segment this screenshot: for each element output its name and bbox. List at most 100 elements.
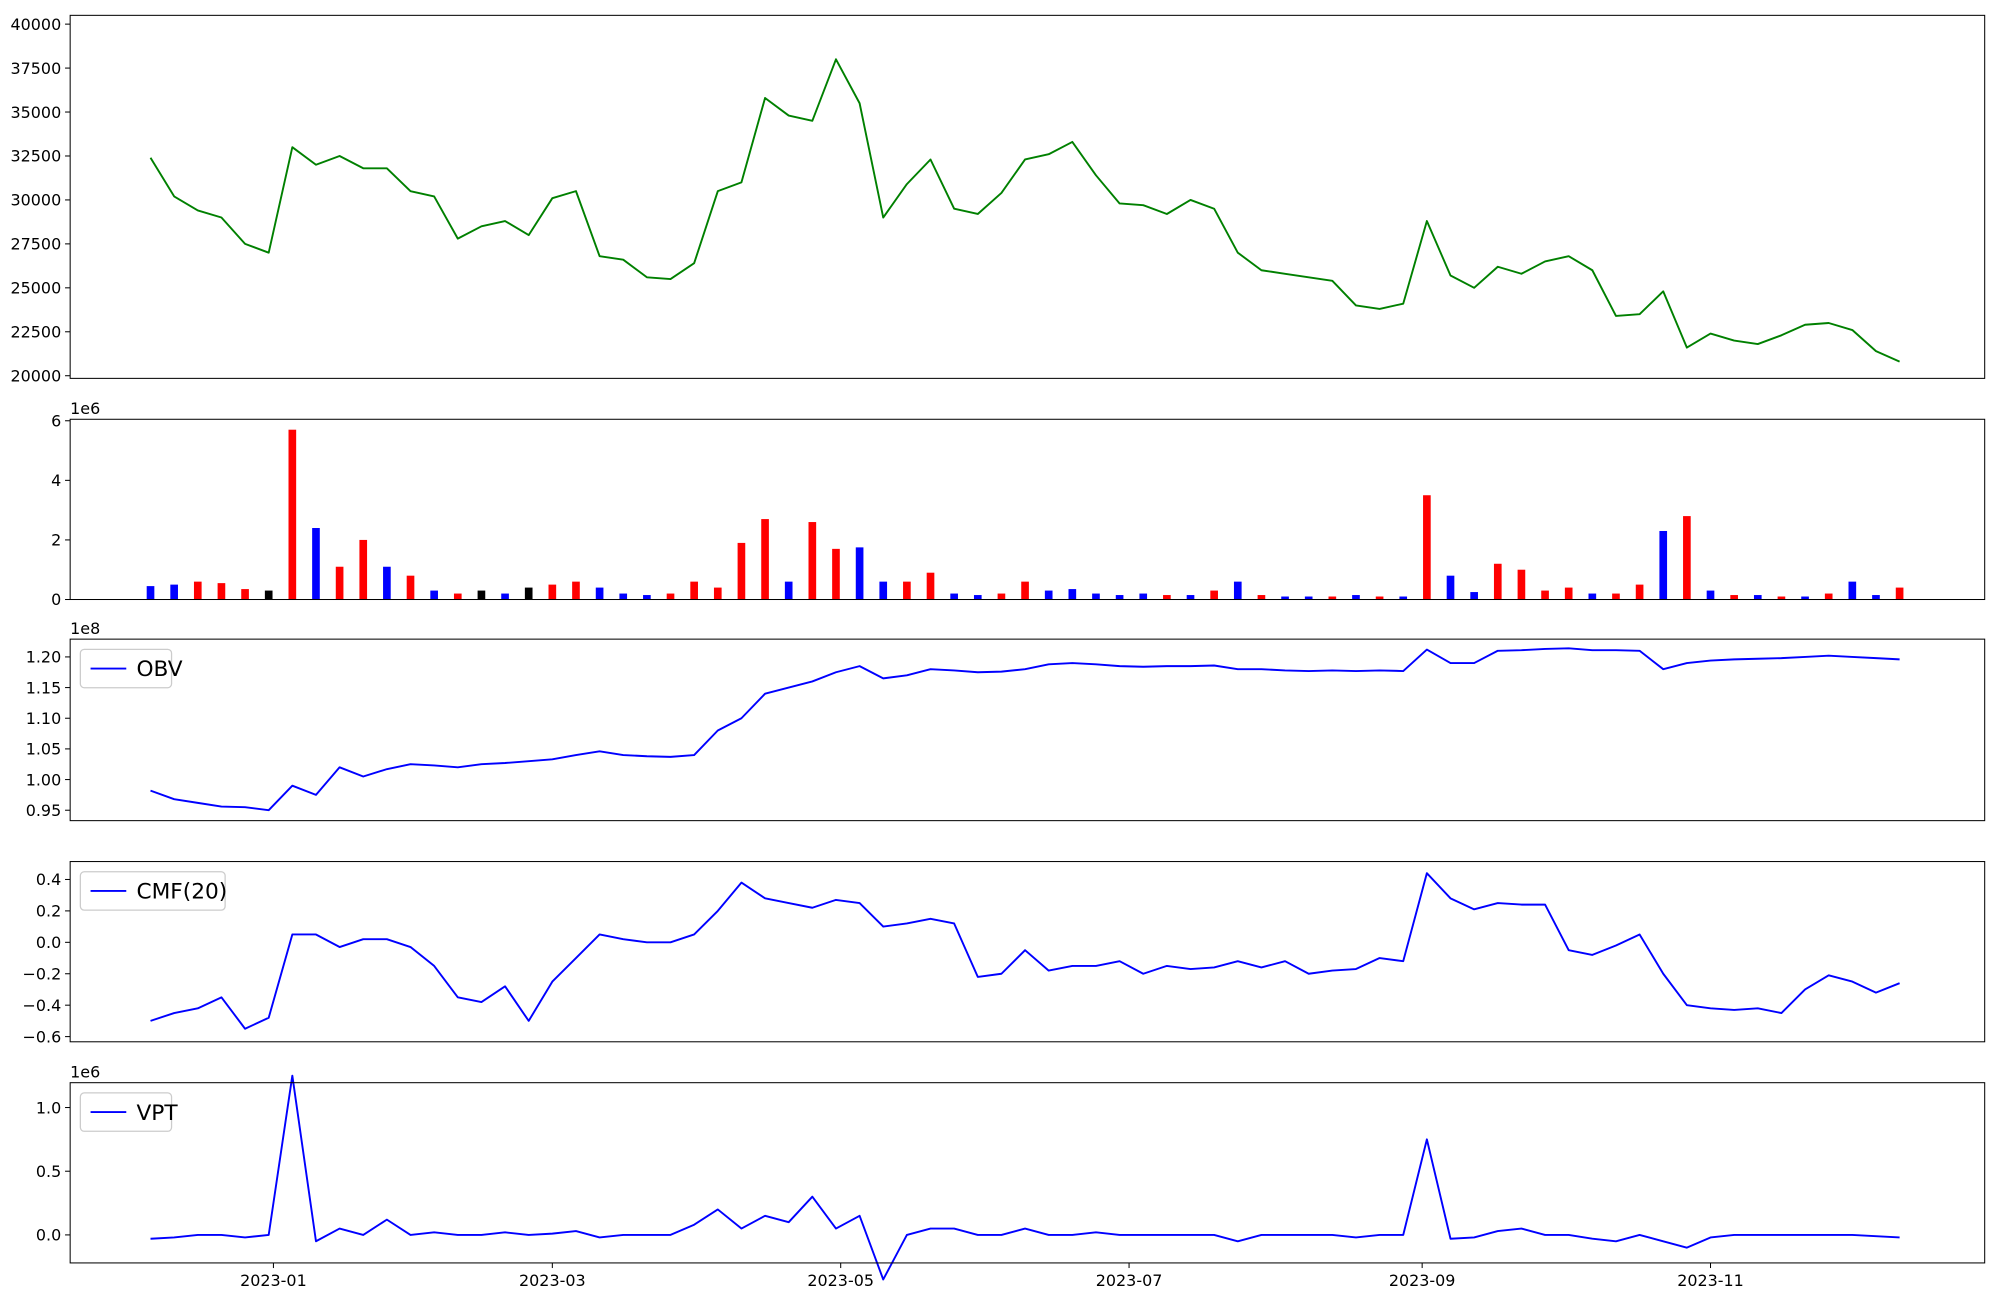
volume-bar xyxy=(1753,595,1762,600)
y-tick-label: 0.5 xyxy=(36,1162,61,1181)
volume-bar xyxy=(997,593,1006,600)
volume-bar xyxy=(312,528,320,600)
volume-bar xyxy=(1470,592,1478,600)
y-tick-label: 0.0 xyxy=(36,1226,61,1245)
volume-bar xyxy=(1092,593,1100,600)
y-tick-label: −0.4 xyxy=(23,996,62,1015)
volume-bar xyxy=(335,566,344,600)
volume-bar xyxy=(1399,596,1408,600)
y-tick-label: 37500 xyxy=(11,59,62,78)
x-tick-label: 2023-07 xyxy=(1096,1271,1163,1290)
volume-bar xyxy=(666,593,675,600)
volume-bar xyxy=(1068,589,1077,600)
volume-bar xyxy=(1352,595,1360,600)
legend-label: CMF(20) xyxy=(136,880,227,905)
y-tick-label: 40000 xyxy=(11,15,62,34)
volume-bar xyxy=(1281,596,1289,600)
line-series xyxy=(150,1074,1900,1281)
volume-bar xyxy=(1139,593,1148,600)
line-series xyxy=(149,58,1900,363)
volume-bar xyxy=(170,584,178,600)
volume-bar xyxy=(477,590,486,600)
y-tick-label: 4 xyxy=(51,471,61,490)
volume-bar xyxy=(217,583,226,600)
y-tick-label: 2 xyxy=(51,531,61,550)
line-series xyxy=(150,647,1900,812)
y-tick-label: 1.15 xyxy=(26,678,61,697)
volume-bar xyxy=(1163,595,1171,600)
volume-bar xyxy=(193,581,202,600)
volume-bar xyxy=(1895,587,1904,600)
volume-bar xyxy=(359,539,368,600)
axis-offset-label: 1e8 xyxy=(70,619,100,638)
volume-bar xyxy=(406,575,415,600)
y-tick-label: 1.20 xyxy=(26,648,61,667)
volume-bar xyxy=(926,572,935,600)
volume-bar xyxy=(453,593,462,600)
y-tick-label: 1.00 xyxy=(26,770,61,789)
y-tick-label: 27500 xyxy=(11,235,62,254)
volume-bar xyxy=(690,581,698,600)
volume-bar xyxy=(288,429,297,600)
x-tick-label: 2023-11 xyxy=(1677,1271,1744,1290)
volume-bar xyxy=(784,581,793,600)
volume-bar xyxy=(1824,593,1833,600)
axes-frame xyxy=(69,418,1986,601)
x-tick-label: 2023-09 xyxy=(1389,1271,1456,1290)
volume-bar xyxy=(855,547,864,600)
y-tick-label: 1.10 xyxy=(26,709,61,728)
volume-bar xyxy=(1730,595,1738,600)
volume-bar xyxy=(761,519,769,600)
volume-bar xyxy=(595,587,604,600)
volume-bar xyxy=(1375,596,1384,600)
volume-bar xyxy=(1588,593,1597,600)
volume-bar xyxy=(643,595,651,600)
volume-bar xyxy=(950,593,958,600)
volume-bar xyxy=(501,593,509,600)
volume-bar xyxy=(1872,595,1880,600)
y-tick-label: 0 xyxy=(51,590,61,609)
volume-bar xyxy=(241,589,249,600)
legend-box xyxy=(79,871,226,911)
volume-bar xyxy=(1541,590,1549,600)
volume-bar xyxy=(832,548,840,600)
volume-bar xyxy=(1683,516,1691,600)
y-tick-label: 6 xyxy=(51,411,61,430)
volume-bar xyxy=(1186,595,1195,600)
axes-frame xyxy=(69,14,1986,379)
volume-bar xyxy=(1233,581,1242,600)
volume-bar xyxy=(430,590,438,600)
y-tick-label: 0.0 xyxy=(36,933,61,952)
volume-bar xyxy=(524,587,533,600)
volume-bar xyxy=(973,595,982,600)
y-tick-label: −0.6 xyxy=(23,1027,62,1046)
volume-bar xyxy=(903,581,911,600)
y-tick-label: 32500 xyxy=(11,147,62,166)
y-tick-label: 0.4 xyxy=(36,870,61,889)
axes-frame xyxy=(69,861,1986,1043)
axis-offset-label: 1e6 xyxy=(70,1063,100,1082)
axis-offset-label: 1e6 xyxy=(70,399,100,418)
volume-bar xyxy=(1044,590,1053,600)
volume-bar xyxy=(264,590,273,600)
volume-bar xyxy=(1257,595,1266,600)
y-tick-label: 22500 xyxy=(11,323,62,342)
volume-bar xyxy=(1848,581,1857,600)
volume-bar xyxy=(572,581,580,600)
y-tick-label: 30000 xyxy=(11,191,62,210)
volume-bar xyxy=(548,584,557,600)
volume-bar xyxy=(1115,595,1124,600)
y-tick-label: 0.2 xyxy=(36,902,61,921)
volume-bar xyxy=(808,522,817,600)
volume-bar xyxy=(1612,593,1620,600)
volume-bar xyxy=(146,586,155,600)
volume-bar xyxy=(1423,495,1431,600)
volume-bar xyxy=(1564,587,1573,600)
y-tick-label: 35000 xyxy=(11,103,62,122)
volume-bar xyxy=(1021,581,1029,600)
legend-label: VPT xyxy=(136,1101,178,1126)
y-tick-label: −0.2 xyxy=(23,964,62,983)
y-tick-label: 20000 xyxy=(11,366,62,385)
volume-bar xyxy=(1659,530,1668,600)
y-tick-label: 0.95 xyxy=(26,801,61,820)
